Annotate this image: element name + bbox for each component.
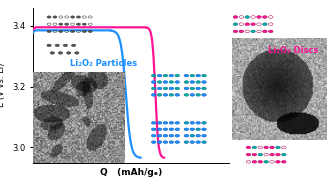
X-axis label: Q   (mAh/gₑ): Q (mAh/gₑ) bbox=[100, 168, 162, 177]
Text: Li₂O₂ Particles: Li₂O₂ Particles bbox=[70, 60, 137, 68]
Text: Li₂O₂ Discs: Li₂O₂ Discs bbox=[268, 46, 318, 55]
Y-axis label: E (V vs. Li): E (V vs. Li) bbox=[0, 63, 6, 107]
